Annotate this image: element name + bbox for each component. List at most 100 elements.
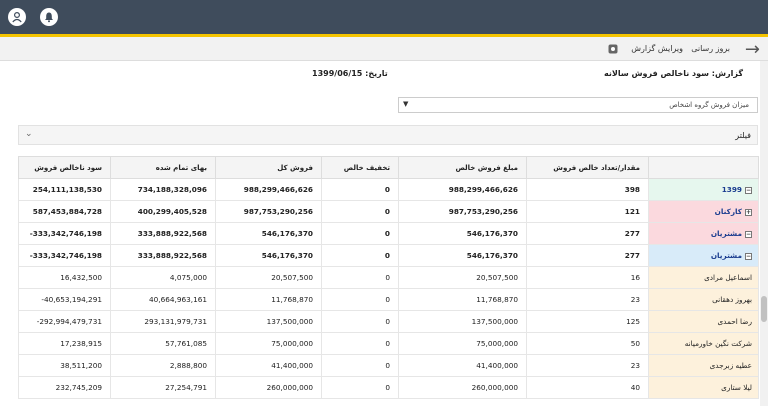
table-row: 16,432,500 4,075,000 20,507,500 0 20,507… [18,266,759,289]
cell-cost: 2,888,800 [110,354,216,377]
row-label-text: کارکنان [714,207,742,216]
cell-cost: 293,131,979,731 [110,310,216,333]
cell-total-sales: 20,507,500 [215,266,322,289]
cell-total-sales: 75,000,000 [215,332,322,355]
cell-discount: 0 [321,310,399,333]
bell-icon[interactable] [40,8,58,26]
collapse-icon[interactable]: − [745,252,752,260]
table-row: 232,745,209 27,254,791 260,000,000 0 260… [18,376,759,399]
caret-down-icon: ▼ [403,100,409,108]
cell-total-sales: 546,176,370 [215,222,322,245]
cell-gross-profit: 16,432,500 [18,266,111,289]
cell-net-sales: 11,768,870 [398,288,527,311]
row-label-person: رضا احمدی [648,310,759,333]
cell-total-sales: 137,500,000 [215,310,322,333]
cell-gross-profit: 17,238,915 [18,332,111,355]
cell-cost: 4,075,000 [110,266,216,289]
cell-discount: 0 [321,222,399,245]
cell-discount: 0 [321,288,399,311]
cell-gross-profit: 254,111,138,530 [18,178,111,201]
cell-quantity: 23 [526,354,649,377]
chevron-down-icon[interactable]: ⌄ [25,129,33,139]
cell-cost: 333,888,922,568 [110,222,216,245]
report-table: سود ناخالص فروش بهای تمام شده فروش کل تخ… [18,156,759,399]
table-row: -292,994,479,731 293,131,979,731 137,500… [18,310,759,333]
cell-total-sales: 41,400,000 [215,354,322,377]
cell-net-sales: 41,400,000 [398,354,527,377]
arrow-right-icon[interactable]: → [744,39,760,60]
cell-cost: 734,188,328,096 [110,178,216,201]
row-label-1399[interactable]: 1399− [648,178,759,201]
col-header-net-sales[interactable]: مبلغ فروش خالص [398,156,527,179]
cell-net-sales: 75,000,000 [398,332,527,355]
cell-net-sales: 546,176,370 [398,222,527,245]
top-bar [0,0,768,34]
cell-total-sales: 546,176,370 [215,244,322,267]
collapse-icon[interactable]: − [745,230,752,238]
cell-quantity: 125 [526,310,649,333]
group-select[interactable]: ▼ میزان فروش گروه اشخاص [398,97,758,113]
row-label-text: 1399 [721,185,742,194]
cell-quantity: 50 [526,332,649,355]
cell-cost: 333,888,922,568 [110,244,216,267]
cell-quantity: 277 [526,222,649,245]
report-title: گزارش: سود ناخالص فروش سالانه [604,69,743,78]
cell-gross-profit: -333,342,746,198 [18,244,111,267]
cell-gross-profit: -333,342,746,198 [18,222,111,245]
row-label-person: بهروز دهقانی [648,288,759,311]
col-header-group [648,156,759,179]
vertical-scrollbar[interactable] [760,61,768,406]
row-label-person: عطیه زبرجدی [648,354,759,377]
cell-discount: 0 [321,354,399,377]
col-header-discount[interactable]: تخفیف خالص [321,156,399,179]
table-row: 38,511,200 2,888,800 41,400,000 0 41,400… [18,354,759,377]
col-header-total-sales[interactable]: فروش کل [215,156,322,179]
cell-total-sales: 987,753,290,256 [215,200,322,223]
cell-cost: 40,664,963,161 [110,288,216,311]
row-label-text: مشتریان [710,251,742,260]
cell-net-sales: 987,753,290,256 [398,200,527,223]
toolbar: → بروز رسانی ویرایش گزارش [0,37,768,61]
cell-discount: 0 [321,178,399,201]
cell-net-sales: 20,507,500 [398,266,527,289]
report-date: تاریخ: 1399/06/15 [312,69,388,78]
table-row: -333,342,746,198 333,888,922,568 546,176… [18,222,759,245]
row-label-customers[interactable]: مشتریان − [648,222,759,245]
cell-gross-profit: -292,994,479,731 [18,310,111,333]
row-label-person: لیلا ستاری [648,376,759,399]
settings-icon[interactable] [608,44,618,56]
cell-cost: 400,299,405,528 [110,200,216,223]
row-label-person: اسماعیل مرادی [648,266,759,289]
table-header-row: سود ناخالص فروش بهای تمام شده فروش کل تخ… [18,156,759,179]
col-header-quantity[interactable]: مقدار/تعداد خالص فروش [526,156,649,179]
cell-discount: 0 [321,376,399,399]
row-label-customers-sub[interactable]: مشتریان − [648,244,759,267]
table-row: 254,111,138,530 734,188,328,096 988,299,… [18,178,759,201]
cell-quantity: 398 [526,178,649,201]
cell-gross-profit: 587,453,884,728 [18,200,111,223]
edit-report-button[interactable]: ویرایش گزارش [631,44,683,53]
cell-quantity: 121 [526,200,649,223]
user-icon[interactable] [8,8,26,26]
table-row: -333,342,746,198 333,888,922,568 546,176… [18,244,759,267]
cell-quantity: 16 [526,266,649,289]
filter-panel[interactable]: ⌄ فیلتر [18,125,758,145]
cell-net-sales: 988,299,466,626 [398,178,527,201]
cell-quantity: 277 [526,244,649,267]
cell-total-sales: 260,000,000 [215,376,322,399]
cell-gross-profit: 38,511,200 [18,354,111,377]
cell-net-sales: 260,000,000 [398,376,527,399]
table-row: 17,238,915 57,761,085 75,000,000 0 75,00… [18,332,759,355]
cell-total-sales: 988,299,466,626 [215,178,322,201]
expand-icon[interactable]: + [745,208,752,216]
filter-label: فیلتر [735,131,751,140]
row-label-employees[interactable]: کارکنان + [648,200,759,223]
scrollbar-thumb[interactable] [761,296,767,322]
cell-cost: 57,761,085 [110,332,216,355]
cell-discount: 0 [321,244,399,267]
col-header-cost[interactable]: بهای تمام شده [110,156,216,179]
col-header-gross-profit[interactable]: سود ناخالص فروش [18,156,111,179]
row-label-person: شرکت نگین خاورمیانه [648,332,759,355]
refresh-button[interactable]: بروز رسانی [691,44,730,53]
collapse-icon[interactable]: − [745,186,752,194]
